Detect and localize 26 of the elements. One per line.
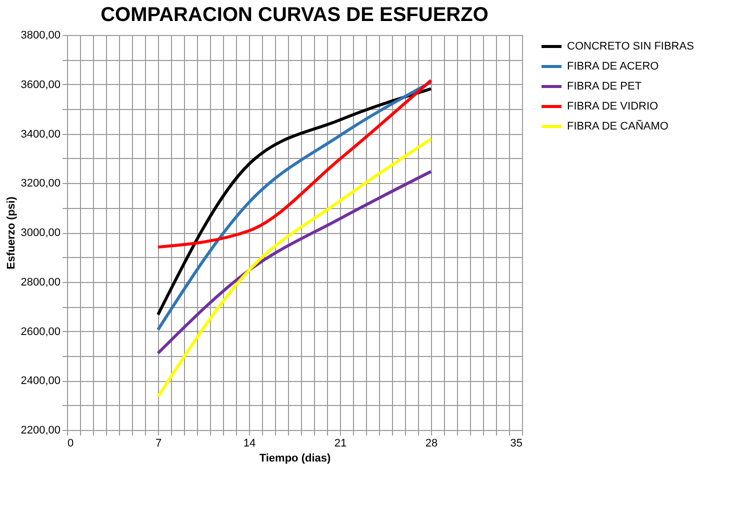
line-series	[156, 78, 432, 249]
x-axis-title: Tiempo (dias)	[259, 452, 331, 464]
y-tick-label: 3200,00	[20, 178, 60, 190]
y-tick-label: 2200,00	[20, 424, 60, 436]
x-tick-label: 21	[334, 438, 347, 450]
x-tick-label: 0	[68, 438, 74, 450]
x-tick-label: 28	[425, 438, 438, 450]
x-tick-label: 35	[510, 438, 522, 450]
y-tick-label: 3400,00	[20, 128, 60, 140]
legend-label: CONCRETO SIN FIBRAS	[567, 40, 694, 52]
line-series	[156, 137, 432, 398]
y-tick-label: 2400,00	[20, 375, 60, 388]
y-axis-title: Esfuerzo (psi)	[6, 196, 18, 270]
y-tick-label: 2800,00	[20, 276, 60, 288]
legend-label: FIBRA DE PET	[567, 80, 642, 92]
chart-title: COMPARACION CURVAS DE ESFUERZO	[100, 4, 488, 26]
y-tick-label: 3800,00	[20, 30, 60, 42]
line-series	[156, 170, 432, 355]
y-tick-label: 3000,00	[20, 227, 60, 239]
x-tick-label: 7	[155, 438, 162, 450]
y-tick-label: 2600,00	[20, 326, 60, 338]
x-tick-label: 14	[243, 438, 256, 450]
legend-label: FIBRA DE CAÑAMO	[567, 120, 669, 132]
legend-label: FIBRA DE ACERO	[567, 60, 660, 72]
legend-label: FIBRA DE VIDRIO	[567, 100, 659, 112]
y-tick-label: 3600,00	[20, 78, 60, 91]
